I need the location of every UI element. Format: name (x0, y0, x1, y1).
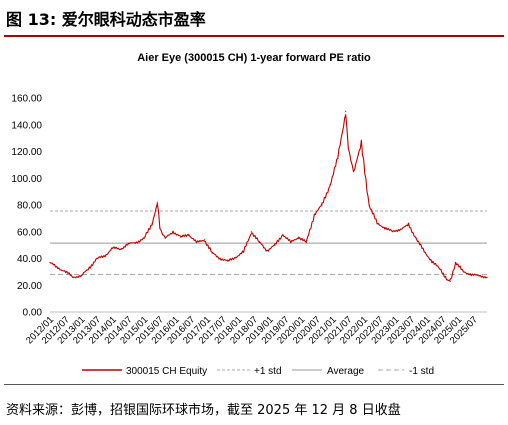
data-point (439, 268, 441, 270)
data-point (172, 231, 174, 233)
data-point (243, 251, 245, 253)
data-point (447, 279, 449, 281)
data-point (156, 201, 158, 203)
data-point (400, 228, 402, 230)
data-point (407, 224, 410, 226)
data-point (462, 271, 464, 273)
data-point (368, 204, 370, 206)
data-point (235, 256, 237, 258)
data-point (227, 260, 229, 262)
data-point (274, 244, 276, 246)
data-point (455, 261, 457, 264)
chart-title: Aier Eye (300015 CH) 1-year forward PE r… (137, 52, 371, 64)
data-point (282, 233, 284, 235)
data-point (486, 276, 488, 278)
data-point (415, 237, 417, 239)
legend-label-minus-std: -1 std (409, 366, 434, 377)
data-point (127, 243, 130, 245)
data-point (49, 261, 51, 264)
data-point (57, 267, 59, 269)
source-divider (4, 384, 504, 385)
data-point (266, 249, 268, 252)
y-tick-label: 120.00 (11, 147, 42, 158)
series-layer (49, 110, 488, 282)
data-point (135, 241, 137, 243)
legend: 300015 CH Equity +1 std Average -1 std (82, 366, 434, 377)
y-tick-label: 40.00 (17, 254, 42, 265)
data-point (195, 241, 198, 243)
data-point (104, 255, 106, 257)
data-point (211, 252, 213, 254)
data-point (360, 144, 362, 146)
data-point (180, 236, 182, 238)
y-tick-label: 20.00 (17, 281, 42, 292)
data-point (321, 204, 323, 206)
data-point (423, 251, 425, 253)
y-tick-label: 100.00 (11, 174, 42, 185)
data-point (164, 237, 166, 239)
data-point (73, 276, 75, 278)
legend-label-average: Average (327, 366, 365, 377)
data-point (159, 227, 161, 229)
y-tick-label: 60.00 (17, 227, 42, 238)
figure-title: 图 13: 爱尔眼科动态市盈率 (6, 10, 206, 29)
data-point (478, 275, 480, 277)
data-point (88, 267, 90, 269)
title-underline (4, 35, 504, 37)
data-point (470, 274, 472, 276)
x-axis: 2012/012012/072013/012013/072014/012014/… (24, 314, 480, 346)
y-tick-label: 0.00 (23, 308, 43, 319)
data-point (329, 184, 331, 186)
data-point (384, 227, 386, 229)
data-point (250, 231, 253, 233)
data-point (337, 157, 339, 159)
y-tick-label: 140.00 (11, 120, 42, 131)
data-point (305, 241, 307, 243)
data-point (290, 241, 292, 243)
data-point (112, 247, 114, 249)
data-point (392, 231, 394, 233)
y-tick-label: 160.00 (11, 94, 42, 105)
data-point (376, 223, 378, 225)
data-point (143, 237, 145, 239)
data-point (313, 213, 315, 215)
data-point (96, 257, 98, 260)
legend-label-plus-std: +1 std (254, 366, 282, 377)
data-point (298, 236, 300, 238)
data-point (203, 239, 205, 241)
data-point (120, 248, 122, 250)
data-point (431, 260, 433, 262)
data-point (219, 257, 221, 260)
data-point (347, 148, 349, 150)
data-point (449, 280, 451, 282)
data-point (65, 271, 67, 273)
y-tick-label: 80.00 (17, 201, 42, 212)
data-point (258, 241, 260, 243)
data-point (80, 275, 82, 277)
data-point (352, 171, 355, 173)
data-point (345, 110, 347, 112)
series-line (49, 114, 488, 282)
data-point (151, 223, 153, 225)
data-point (188, 233, 190, 235)
source-note: 资料来源：彭博，招银国际环球市场，截至 2025 年 12 月 8 日收盘 (6, 403, 401, 418)
legend-label-series: 300015 CH Equity (126, 366, 207, 377)
y-axis: 0.00 20.00 40.00 60.00 80.00 100.00 120.00 140.… (11, 94, 487, 319)
reference-lines (50, 210, 487, 276)
